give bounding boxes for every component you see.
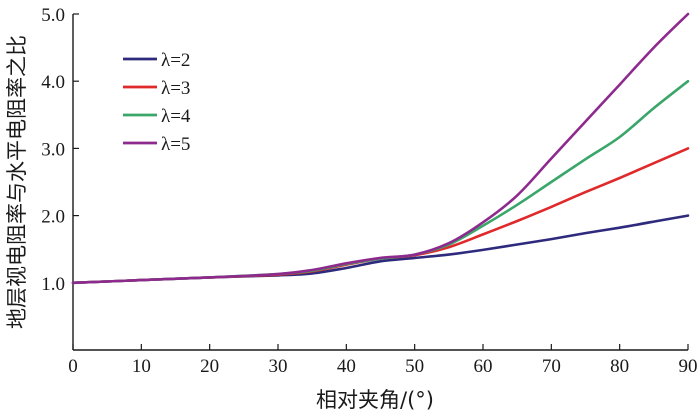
x-tick-label: 60 bbox=[474, 356, 493, 377]
y-tick-label: 4.0 bbox=[41, 72, 65, 93]
x-tick-label: 50 bbox=[405, 356, 424, 377]
x-tick-label: 80 bbox=[610, 356, 629, 377]
legend-label: λ=3 bbox=[161, 78, 190, 99]
x-tick-label: 70 bbox=[542, 356, 561, 377]
series-line-2 bbox=[71, 214, 690, 285]
y-tick-label: 5.0 bbox=[41, 5, 65, 26]
x-tick-label: 0 bbox=[68, 356, 78, 377]
y-tick-label: 2.0 bbox=[41, 207, 65, 228]
x-tick-label: 20 bbox=[200, 356, 219, 377]
legend: λ=2 λ=3 λ=4 λ=5 bbox=[123, 50, 191, 155]
y-tick-label: 3.0 bbox=[41, 139, 65, 160]
plot-frame bbox=[72, 14, 688, 351]
y-axis-title: 地层视电阻率与水平电阻率之比 bbox=[5, 35, 29, 329]
series-lines bbox=[71, 12, 690, 285]
x-tick-label: 30 bbox=[269, 356, 288, 377]
x-tick-label: 40 bbox=[337, 356, 356, 377]
series-line-3 bbox=[71, 147, 690, 285]
series-line-5 bbox=[71, 12, 690, 285]
legend-label: λ=2 bbox=[161, 50, 190, 71]
y-tick-label: 1.0 bbox=[41, 274, 65, 295]
legend-label: λ=5 bbox=[161, 134, 190, 155]
x-tick-label: 90 bbox=[679, 356, 698, 377]
x-axis-ticks: 0 10 20 30 40 50 60 70 80 90 bbox=[68, 344, 698, 377]
legend-label: λ=4 bbox=[161, 106, 191, 127]
x-tick-label: 10 bbox=[132, 356, 151, 377]
x-axis-title: 相对夹角/(°) bbox=[316, 388, 434, 412]
